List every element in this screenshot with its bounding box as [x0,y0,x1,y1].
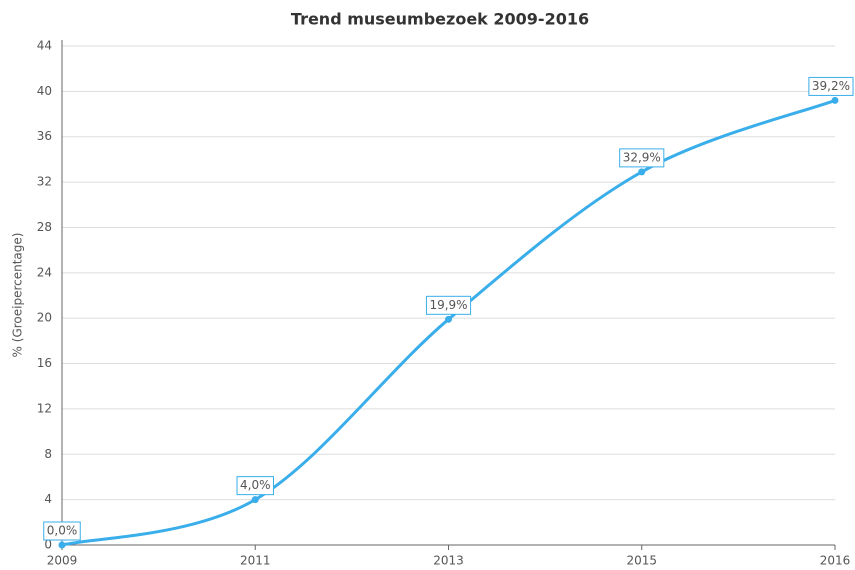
y-tick-label: 32 [37,175,52,189]
y-axis-label: % (Groeipercentage) [11,233,25,358]
y-tick-label: 20 [37,311,52,325]
y-tick-label: 24 [37,265,52,279]
y-tick-label: 16 [37,356,52,370]
value-label: 4,0% [240,478,271,492]
x-tick-label: 2009 [47,554,78,568]
chart-title: Trend museumbezoek 2009-2016 [291,10,589,29]
x-tick-label: 2013 [433,554,464,568]
value-label: 39,2% [812,79,850,93]
point [831,96,839,104]
y-tick-label: 40 [37,84,52,98]
y-tick-label: 4 [44,492,52,506]
value-label-box [808,76,854,96]
y-tick-label: 0 [44,538,52,552]
value-label: 0,0% [47,524,78,538]
x-tick-label: 2016 [820,554,851,568]
value-label-box [425,295,472,315]
y-tick-label: 36 [37,129,52,143]
y-tick-label: 8 [44,447,52,461]
point [251,496,259,504]
value-label-box [236,476,274,496]
y-tick-label: 12 [37,401,52,415]
y-tick-label: 44 [37,39,52,53]
value-label-box [43,521,81,541]
y-tick-label: 28 [37,220,52,234]
value-label-box [619,148,665,168]
value-label: 32,9% [623,150,661,164]
x-tick-label: 2011 [240,554,271,568]
point [638,168,646,176]
value-label: 19,9% [429,298,467,312]
point [58,541,66,549]
point [445,315,452,323]
x-tick-label: 2015 [626,554,657,568]
